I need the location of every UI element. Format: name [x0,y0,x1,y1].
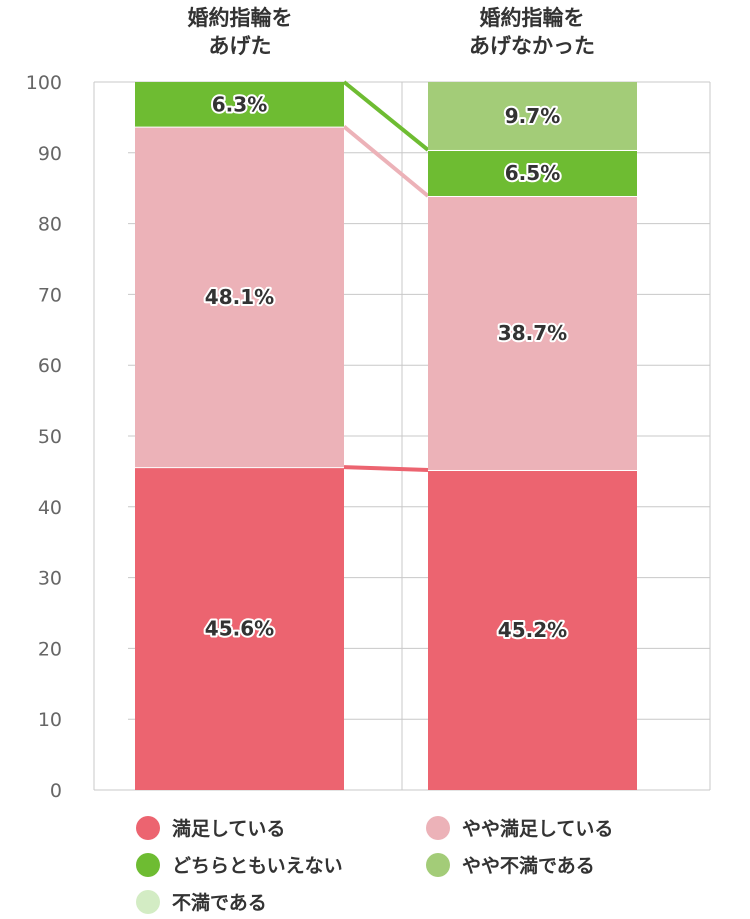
data-label: 38.7% [498,321,567,345]
y-tick-label: 100 [26,72,62,94]
category-title-1: 婚約指輪を あげなかった [469,6,595,58]
data-label: 6.3% [212,92,267,116]
y-tick-label: 50 [38,426,62,448]
y-tick-label: 90 [38,143,62,165]
data-labels: 45.6% 48.1% 6.3% 45.2% 38.7% 6.5% 9.7% [203,90,569,644]
bars [135,82,637,790]
bar-segment [428,149,637,196]
connector-line [342,125,430,198]
bar-segment [135,126,344,468]
y-tick-label: 40 [38,497,62,519]
connector-line [342,80,430,152]
y-tick-label: 70 [38,284,62,306]
data-label: 48.1% [205,285,274,309]
bar-segment [135,467,344,790]
y-tick-label: 60 [38,355,62,377]
data-label: 6.5% [505,161,560,185]
y-tick-label: 10 [38,709,62,731]
bar-segment [428,195,637,470]
y-tick-label: 30 [38,568,62,590]
connector-line [343,465,429,472]
bar-segment [428,82,637,150]
connector-lines [342,80,430,472]
bar-segment [428,469,637,790]
data-label: 45.2% [498,618,567,642]
y-axis: 0 10 20 30 40 50 60 70 80 90 100 [26,72,62,802]
y-tick-label: 20 [38,638,62,660]
data-label: 45.6% [205,617,274,641]
y-tick-label: 0 [50,780,62,802]
category-title-0: 婚約指輪を あげた [187,6,293,58]
bar-segment [135,82,344,127]
y-tick-label: 80 [38,214,62,236]
data-label: 9.7% [505,104,560,128]
